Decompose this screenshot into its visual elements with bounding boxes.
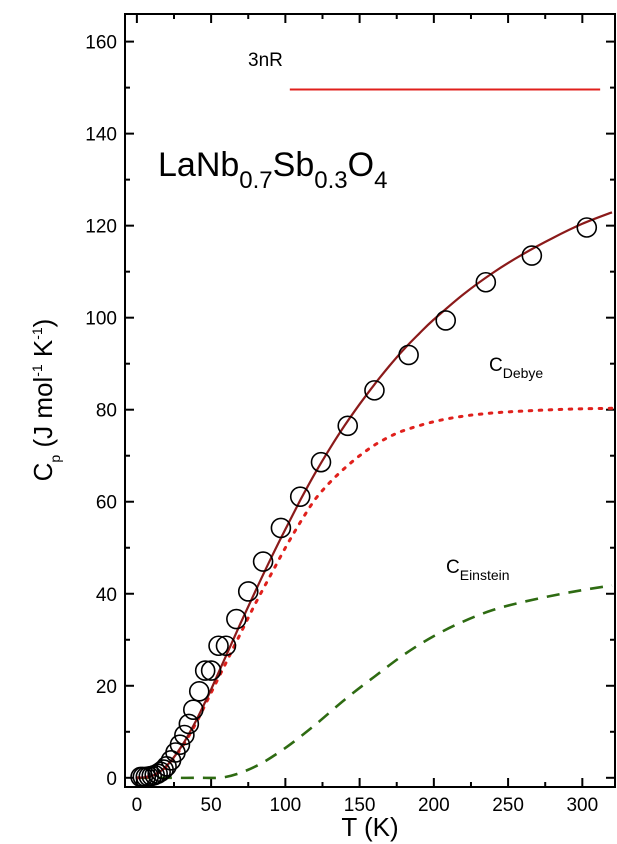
- y-axis-title: Cp (J mol-1 K-1): [28, 319, 63, 482]
- data-point: [364, 380, 385, 401]
- y-tick-label: 120: [85, 217, 117, 238]
- y-axis-title-rest: (J mol: [28, 377, 58, 455]
- data-point: [337, 415, 359, 437]
- data-point: [289, 486, 311, 507]
- measured-points: [130, 217, 598, 788]
- data-point: [252, 551, 274, 572]
- data-point: [174, 724, 195, 746]
- data-point: [178, 713, 200, 735]
- axis-ticks: [125, 14, 615, 787]
- data-point: [169, 734, 191, 755]
- y-axis-title-sup1: -1: [29, 364, 45, 377]
- compound-el2: Sb: [273, 146, 315, 184]
- y-tick-label: 40: [96, 585, 117, 606]
- y-tick-label: 100: [85, 309, 117, 330]
- compound-sub3: 4: [374, 167, 387, 194]
- y-tick-labels: 0 20 40 60 80 100 120 140 160: [85, 33, 117, 790]
- x-tick-label: 50: [201, 795, 222, 816]
- data-point: [576, 217, 598, 238]
- total-fit-curve: [136, 211, 613, 779]
- plot-frame: [124, 13, 616, 788]
- y-tick-label: 80: [96, 401, 117, 422]
- y-tick-label: 140: [85, 125, 117, 146]
- data-point: [435, 310, 457, 331]
- einstein-label-main: C: [446, 557, 460, 578]
- data-point: [475, 271, 497, 293]
- data-point: [310, 451, 332, 473]
- y-axis-title-sup2: -1: [29, 327, 45, 340]
- y-axis-title-main: C: [28, 463, 58, 482]
- y-axis-title-close: ): [28, 319, 58, 328]
- x-tick-label: 150: [344, 795, 376, 816]
- data-point: [183, 699, 204, 721]
- data-point: [150, 761, 171, 783]
- einstein-label: CEinstein: [446, 557, 510, 583]
- data-point: [237, 581, 259, 602]
- debye-label-main: C: [489, 355, 503, 376]
- x-tick-label: 100: [270, 795, 302, 816]
- data-point: [270, 517, 292, 539]
- data-point: [226, 608, 247, 630]
- compound-sub1: 0.7: [239, 167, 272, 194]
- x-tick-labels: 0 50 100 150 200 250 300: [132, 795, 599, 816]
- y-axis-title-rest2: K: [28, 339, 58, 364]
- y-tick-label: 160: [85, 33, 117, 54]
- compound-el1: LaNb: [158, 146, 239, 184]
- debye-label-sub: Debye: [503, 365, 544, 381]
- x-tick-label: 250: [492, 795, 524, 816]
- einstein-curve: [136, 584, 613, 780]
- data-point: [521, 245, 543, 266]
- x-axis-title: T (K): [341, 812, 398, 842]
- data-point: [208, 635, 229, 657]
- y-tick-label: 60: [96, 493, 117, 514]
- einstein-label-sub: Einstein: [460, 567, 510, 583]
- compound-label: LaNb0.7Sb0.3O4: [158, 146, 387, 194]
- debye-curve: [135, 406, 614, 780]
- x-tick-label: 0: [132, 795, 143, 816]
- compound-el3: O: [348, 146, 374, 184]
- data-point: [188, 680, 210, 702]
- data-point: [398, 344, 419, 366]
- data-point: [215, 635, 237, 657]
- data-point: [194, 660, 216, 681]
- x-tick-label: 300: [566, 795, 598, 816]
- debye-label: CDebye: [489, 355, 543, 381]
- y-axis-title-sub: p: [47, 455, 63, 463]
- x-tick-label: 200: [418, 795, 450, 816]
- data-point: [200, 660, 222, 681]
- compound-sub2: 0.3: [314, 167, 347, 194]
- y-tick-label: 0: [106, 769, 117, 790]
- y-tick-label: 20: [96, 677, 117, 698]
- three-nr-label: 3nR: [248, 50, 283, 71]
